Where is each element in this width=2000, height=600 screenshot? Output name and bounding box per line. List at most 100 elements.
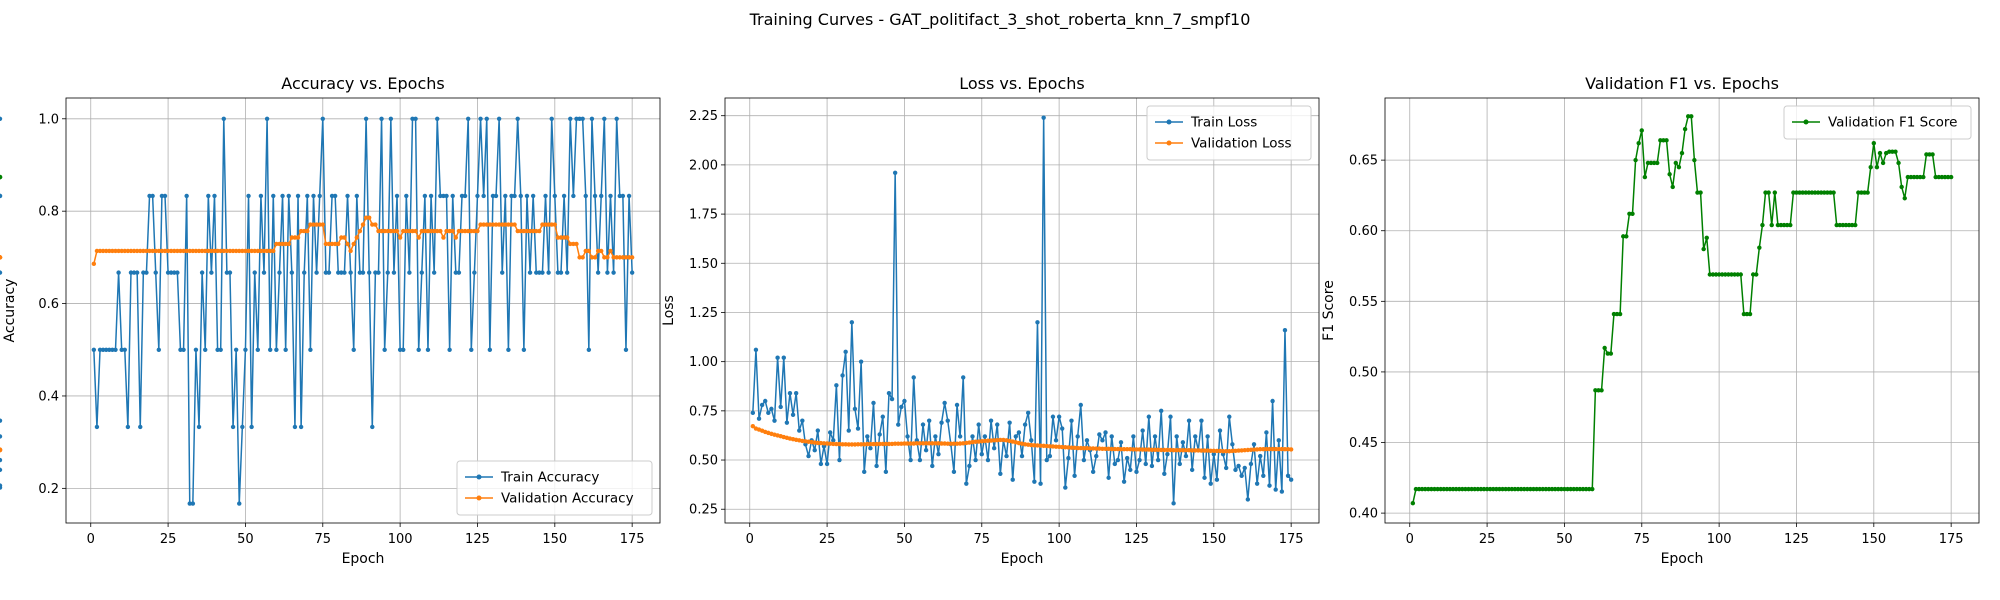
data-point — [336, 241, 341, 247]
x-tick-label: 150 — [1201, 532, 1226, 547]
data-point — [1942, 174, 1948, 180]
data-point — [1921, 174, 1926, 180]
data-point — [951, 441, 957, 446]
data-point — [555, 270, 561, 275]
data-point — [920, 422, 926, 427]
data-point — [264, 116, 270, 121]
data-point — [360, 222, 366, 227]
data-point — [892, 441, 898, 446]
data-point — [0, 255, 3, 260]
data-point — [1698, 190, 1703, 195]
data-point — [1661, 138, 1666, 143]
data-point — [404, 193, 409, 199]
data-point — [382, 228, 387, 234]
data-point — [778, 404, 783, 410]
data-point — [292, 424, 298, 430]
data-point — [1189, 448, 1195, 453]
data-point — [1143, 461, 1148, 467]
data-point — [196, 248, 202, 254]
data-point — [1497, 486, 1502, 492]
data-point — [558, 235, 564, 240]
data-point — [94, 248, 100, 254]
data-point — [351, 241, 356, 247]
figure-title: Training Curves - GAT_politifact_3_shot_… — [749, 10, 1251, 30]
data-point — [329, 193, 335, 199]
data-point — [1282, 327, 1288, 333]
data-point — [1475, 486, 1481, 492]
data-point — [1121, 479, 1127, 484]
data-point — [100, 248, 106, 254]
y-tick-label: 0.45 — [1349, 436, 1378, 451]
data-point — [831, 438, 836, 443]
data-point — [1927, 152, 1932, 157]
data-point — [961, 375, 966, 380]
legend-label: Train Loss — [1190, 115, 1257, 131]
data-point — [1460, 486, 1465, 492]
data-point — [113, 248, 118, 254]
series-validation-f1-score — [0, 114, 1954, 506]
data-point — [855, 426, 861, 431]
data-point — [1143, 447, 1148, 452]
data-point — [496, 222, 502, 227]
data-point — [1766, 190, 1771, 195]
data-point — [1819, 190, 1824, 195]
legend-swatch-marker — [476, 474, 482, 480]
data-point — [1245, 497, 1251, 502]
data-point — [620, 193, 626, 199]
data-point — [218, 347, 223, 352]
data-point — [1769, 222, 1774, 228]
data-point — [886, 390, 892, 396]
data-point — [141, 248, 146, 254]
data-point — [1500, 486, 1505, 492]
data-point — [320, 222, 325, 227]
data-point — [1217, 428, 1223, 433]
data-point — [274, 347, 279, 352]
data-point — [1655, 160, 1660, 166]
data-point — [534, 228, 539, 234]
data-point — [1124, 455, 1130, 461]
data-point — [561, 193, 567, 199]
data-point — [199, 270, 205, 275]
data-point — [1220, 448, 1226, 454]
data-point — [790, 412, 796, 417]
data-point — [187, 248, 192, 254]
data-point — [592, 255, 598, 260]
x-tick-label: 25 — [819, 532, 836, 547]
data-point — [1556, 486, 1561, 492]
data-point — [91, 261, 97, 267]
data-point — [1528, 486, 1533, 492]
data-point — [267, 248, 273, 254]
x-tick-label: 75 — [315, 532, 332, 547]
data-point — [1775, 222, 1781, 228]
data-point — [936, 451, 941, 457]
data-point — [1664, 138, 1669, 143]
data-point — [1667, 172, 1672, 177]
x-tick-label: 0 — [87, 532, 95, 547]
data-point — [1788, 222, 1793, 228]
x-tick-label: 50 — [1556, 532, 1573, 547]
data-point — [317, 222, 322, 227]
data-point — [602, 255, 607, 260]
data-point — [793, 390, 799, 396]
data-point — [97, 347, 103, 352]
data-point — [818, 461, 824, 467]
data-point — [462, 193, 468, 199]
data-point — [892, 170, 898, 175]
data-point — [165, 248, 171, 254]
data-point — [1202, 475, 1207, 480]
data-point — [1078, 402, 1083, 408]
data-point — [1738, 272, 1743, 277]
data-point — [883, 469, 889, 475]
data-point — [131, 270, 137, 275]
data-point — [1075, 445, 1080, 451]
data-point — [862, 469, 867, 475]
data-point — [1859, 190, 1864, 195]
data-point — [230, 248, 236, 254]
x-axis-label: Epoch — [1661, 551, 1704, 567]
data-point — [608, 248, 613, 254]
data-point — [769, 406, 774, 412]
data-point — [484, 222, 489, 227]
data-point — [1825, 190, 1830, 195]
data-point — [138, 424, 143, 430]
legend: Train Accuracy Validation Accuracy — [456, 460, 653, 516]
